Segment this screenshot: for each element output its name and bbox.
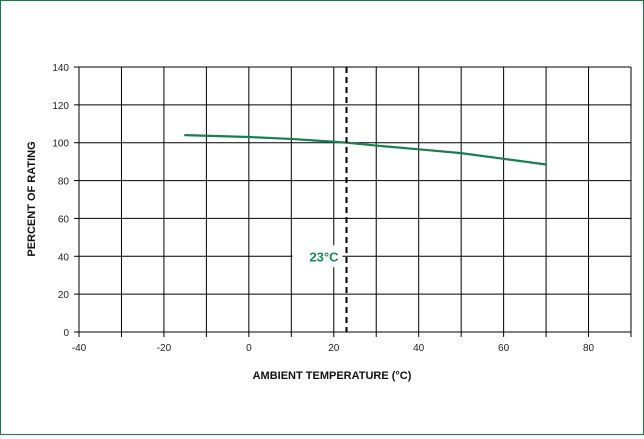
y-tick-label: 20 <box>58 290 70 301</box>
x-tick-labels: -40 -20 0 20 40 60 80 <box>72 343 595 354</box>
y-tick-labels: 0 20 40 60 80 100 120 140 <box>52 63 69 339</box>
x-tick-label: 60 <box>498 343 510 354</box>
grid <box>74 66 632 337</box>
y-tick-label: 80 <box>58 177 70 188</box>
y-tick-label: 120 <box>52 101 69 112</box>
x-tick-label: -20 <box>157 343 172 354</box>
x-tick-label: 20 <box>328 343 340 354</box>
y-axis-title: PERCENT OF RATING <box>26 141 38 256</box>
x-tick-label: 40 <box>413 343 425 354</box>
y-tick-label: 40 <box>58 252 70 263</box>
annotation-label: 23°C <box>309 249 339 264</box>
annotations: 23°C <box>292 67 348 332</box>
x-axis-title: AMBIENT TEMPERATURE (°C) <box>253 370 412 382</box>
y-tick-label: 100 <box>52 139 69 150</box>
annotation-label-bg <box>292 245 343 268</box>
y-tick-label: 0 <box>63 328 69 339</box>
y-tick-label: 140 <box>52 63 69 74</box>
series-group <box>184 134 548 166</box>
series-line <box>184 134 548 166</box>
x-tick-label: 80 <box>583 343 595 354</box>
x-tick-label: 0 <box>246 343 252 354</box>
x-tick-label: -40 <box>72 343 87 354</box>
y-tick-label: 60 <box>58 214 70 225</box>
